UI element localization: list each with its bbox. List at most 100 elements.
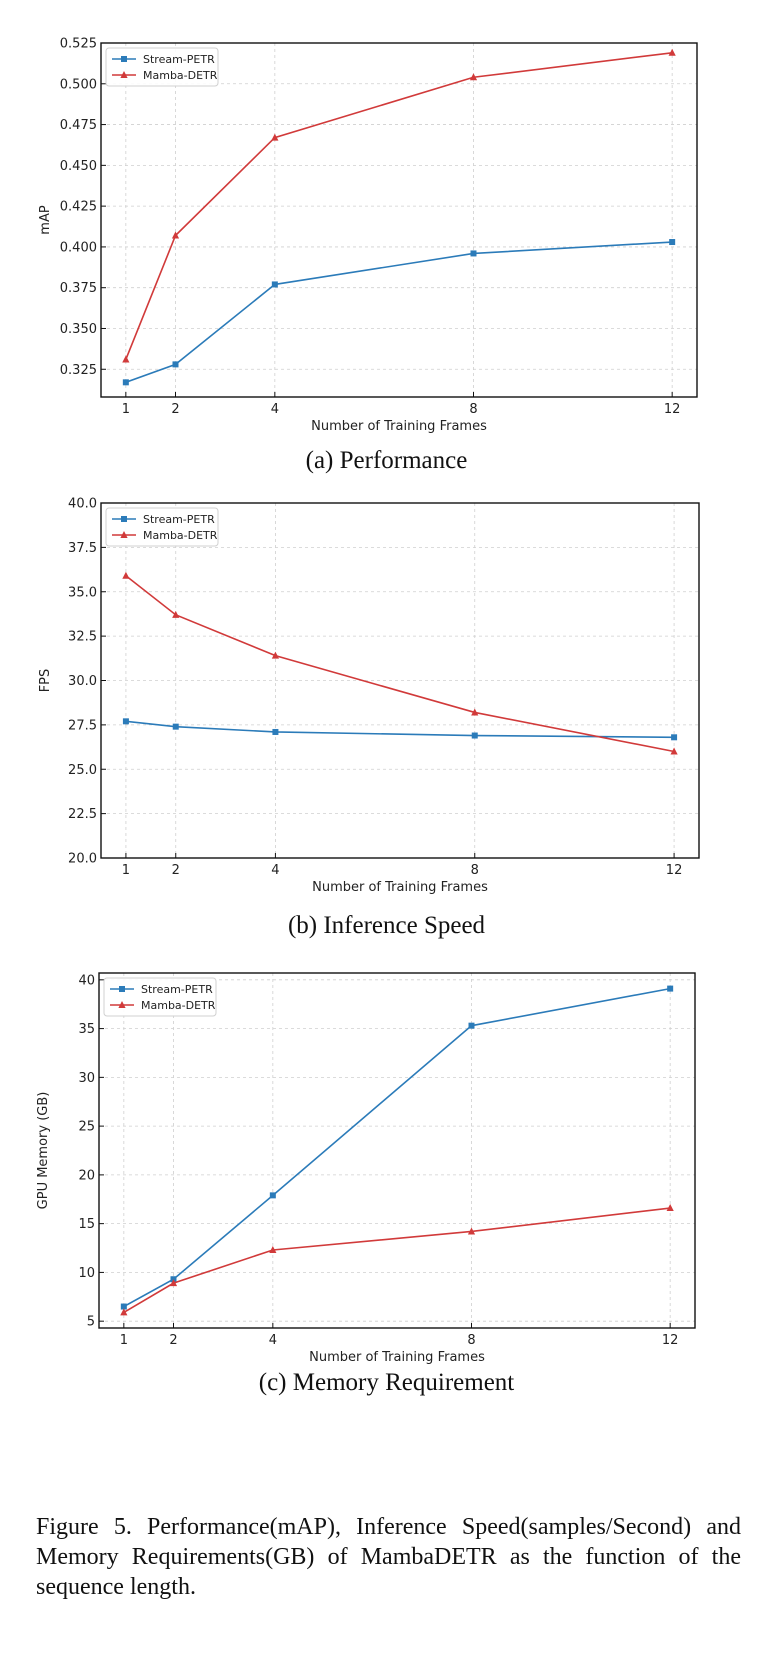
data-point (122, 379, 129, 386)
x-axis-label: Number of Training Frames (311, 419, 487, 434)
data-point (468, 1022, 475, 1029)
series-mamba-detr (120, 1204, 674, 1316)
legend-marker (120, 531, 128, 538)
y-tick-label: 25.0 (68, 763, 97, 778)
subcaption-memory: (c) Memory Requirement (258, 1369, 515, 1396)
y-tick-label: 0.450 (60, 159, 97, 174)
x-tick-label: 1 (122, 863, 130, 878)
data-point (271, 651, 280, 659)
legend-marker (120, 71, 128, 78)
y-tick-label: 0.375 (60, 281, 97, 296)
series-stream-petr (120, 985, 674, 1310)
grid-lines (101, 502, 699, 859)
x-axis-label: Number of Training Frames (312, 880, 488, 895)
data-point (469, 73, 478, 81)
data-point (172, 610, 180, 618)
x-tick-label: 1 (122, 402, 130, 417)
y-tick-label: 30.0 (68, 674, 97, 689)
data-point (272, 728, 279, 735)
data-point (122, 718, 129, 725)
x-tick-label: 4 (271, 402, 279, 417)
grid-lines (101, 42, 697, 397)
y-tick-label: 40 (78, 973, 95, 988)
y-axis-label: FPS (38, 669, 53, 693)
legend-label: Mamba-DETR (143, 529, 218, 542)
plot-frame (100, 502, 700, 859)
series-line (125, 51, 673, 360)
y-tick-label: 20 (78, 1168, 95, 1183)
y-tick-label: 32.5 (68, 630, 97, 645)
y-tick-label: 0.325 (60, 363, 97, 378)
legend-box (105, 507, 219, 547)
legend-box (103, 977, 217, 1017)
series-stream-petr (122, 718, 678, 741)
x-tick-label: 12 (662, 1333, 679, 1348)
data-point (269, 1192, 276, 1199)
y-tick-label: 5 (87, 1315, 95, 1330)
legend-label: Stream-PETR (143, 53, 215, 66)
y-tick-label: 22.5 (68, 807, 97, 822)
plot-frame (98, 972, 696, 1329)
legend-marker (121, 56, 127, 62)
data-point (172, 723, 179, 730)
legend-marker (119, 986, 125, 992)
x-tick-label: 2 (169, 1333, 177, 1348)
y-tick-label: 40.0 (68, 497, 97, 512)
chart-panel-performance: 1 2 4 8 12 0.325 0.350 0.375 0.400 0.425 0.450 0.47… (0, 0, 773, 446)
legend: Stream-PETR Mamba-DETR (105, 47, 219, 87)
y-tick-label: 0.525 (60, 37, 97, 52)
y-tick-label: 20.0 (68, 852, 97, 867)
x-tick-label: 2 (172, 863, 180, 878)
chart-performance: 1 2 4 8 120.3250.3500.3750.4000.4250.4500.47… (38, 37, 698, 434)
series-mamba-detr (122, 571, 678, 755)
chart-panel-inference-speed: 1 2 4 8 12 20.0 22.5 25.0 27.5 30.0 32.5 35.0 37.5 40… (0, 480, 773, 900)
legend-marker (118, 1001, 126, 1008)
chart-panel-memory: 1 2 4 8 12 5 10 15 20 25 30 35 40 Number of Training … (0, 950, 773, 1370)
x-tick-label: 1 (120, 1333, 128, 1348)
data-point (271, 133, 279, 141)
legend-box (105, 47, 219, 87)
data-point (171, 231, 180, 239)
data-point (122, 571, 130, 579)
plot-frame (100, 42, 698, 398)
x-tick-label: 8 (469, 402, 477, 417)
legend-label: Mamba-DETR (143, 69, 218, 82)
x-tick-label: 4 (269, 1333, 277, 1348)
x-tick-label: 8 (467, 1333, 475, 1348)
x-tick-label: 12 (666, 863, 683, 878)
y-tick-label: 10 (78, 1266, 95, 1281)
y-tick-label: 35 (78, 1022, 95, 1037)
y-axis-label: GPU Memory (GB) (36, 1092, 51, 1210)
data-point (122, 355, 130, 363)
x-tick-label: 12 (664, 402, 681, 417)
data-point (471, 708, 479, 716)
data-point (471, 732, 478, 739)
data-point (669, 239, 676, 246)
data-point (120, 1308, 128, 1316)
y-tick-label: 0.425 (60, 200, 97, 215)
series-mamba-detr (122, 48, 676, 363)
y-tick-label: 35.0 (68, 585, 97, 600)
x-tick-label: 2 (171, 402, 179, 417)
legend: Stream-PETR Mamba-DETR (105, 507, 219, 547)
data-point (671, 734, 678, 741)
data-point (467, 1227, 476, 1235)
x-tick-label: 4 (271, 863, 279, 878)
series-line (123, 987, 671, 1308)
data-point (670, 747, 678, 755)
data-point (668, 48, 676, 56)
legend-marker (121, 516, 127, 522)
subcaption-performance: (a) Performance (305, 447, 468, 474)
grid-lines (99, 973, 695, 1328)
legend-label: Stream-PETR (141, 983, 213, 996)
y-tick-label: 15 (78, 1217, 95, 1232)
series-line (125, 241, 673, 384)
subcaption-inference-speed: (b) Inference Speed (287, 912, 486, 939)
y-tick-label: 27.5 (68, 718, 97, 733)
y-axis-label: mAP (38, 205, 53, 235)
y-tick-label: 0.400 (60, 240, 97, 255)
y-tick-label: 0.350 (60, 322, 97, 337)
x-tick-label: 8 (471, 863, 479, 878)
y-tick-label: 0.475 (60, 118, 97, 133)
